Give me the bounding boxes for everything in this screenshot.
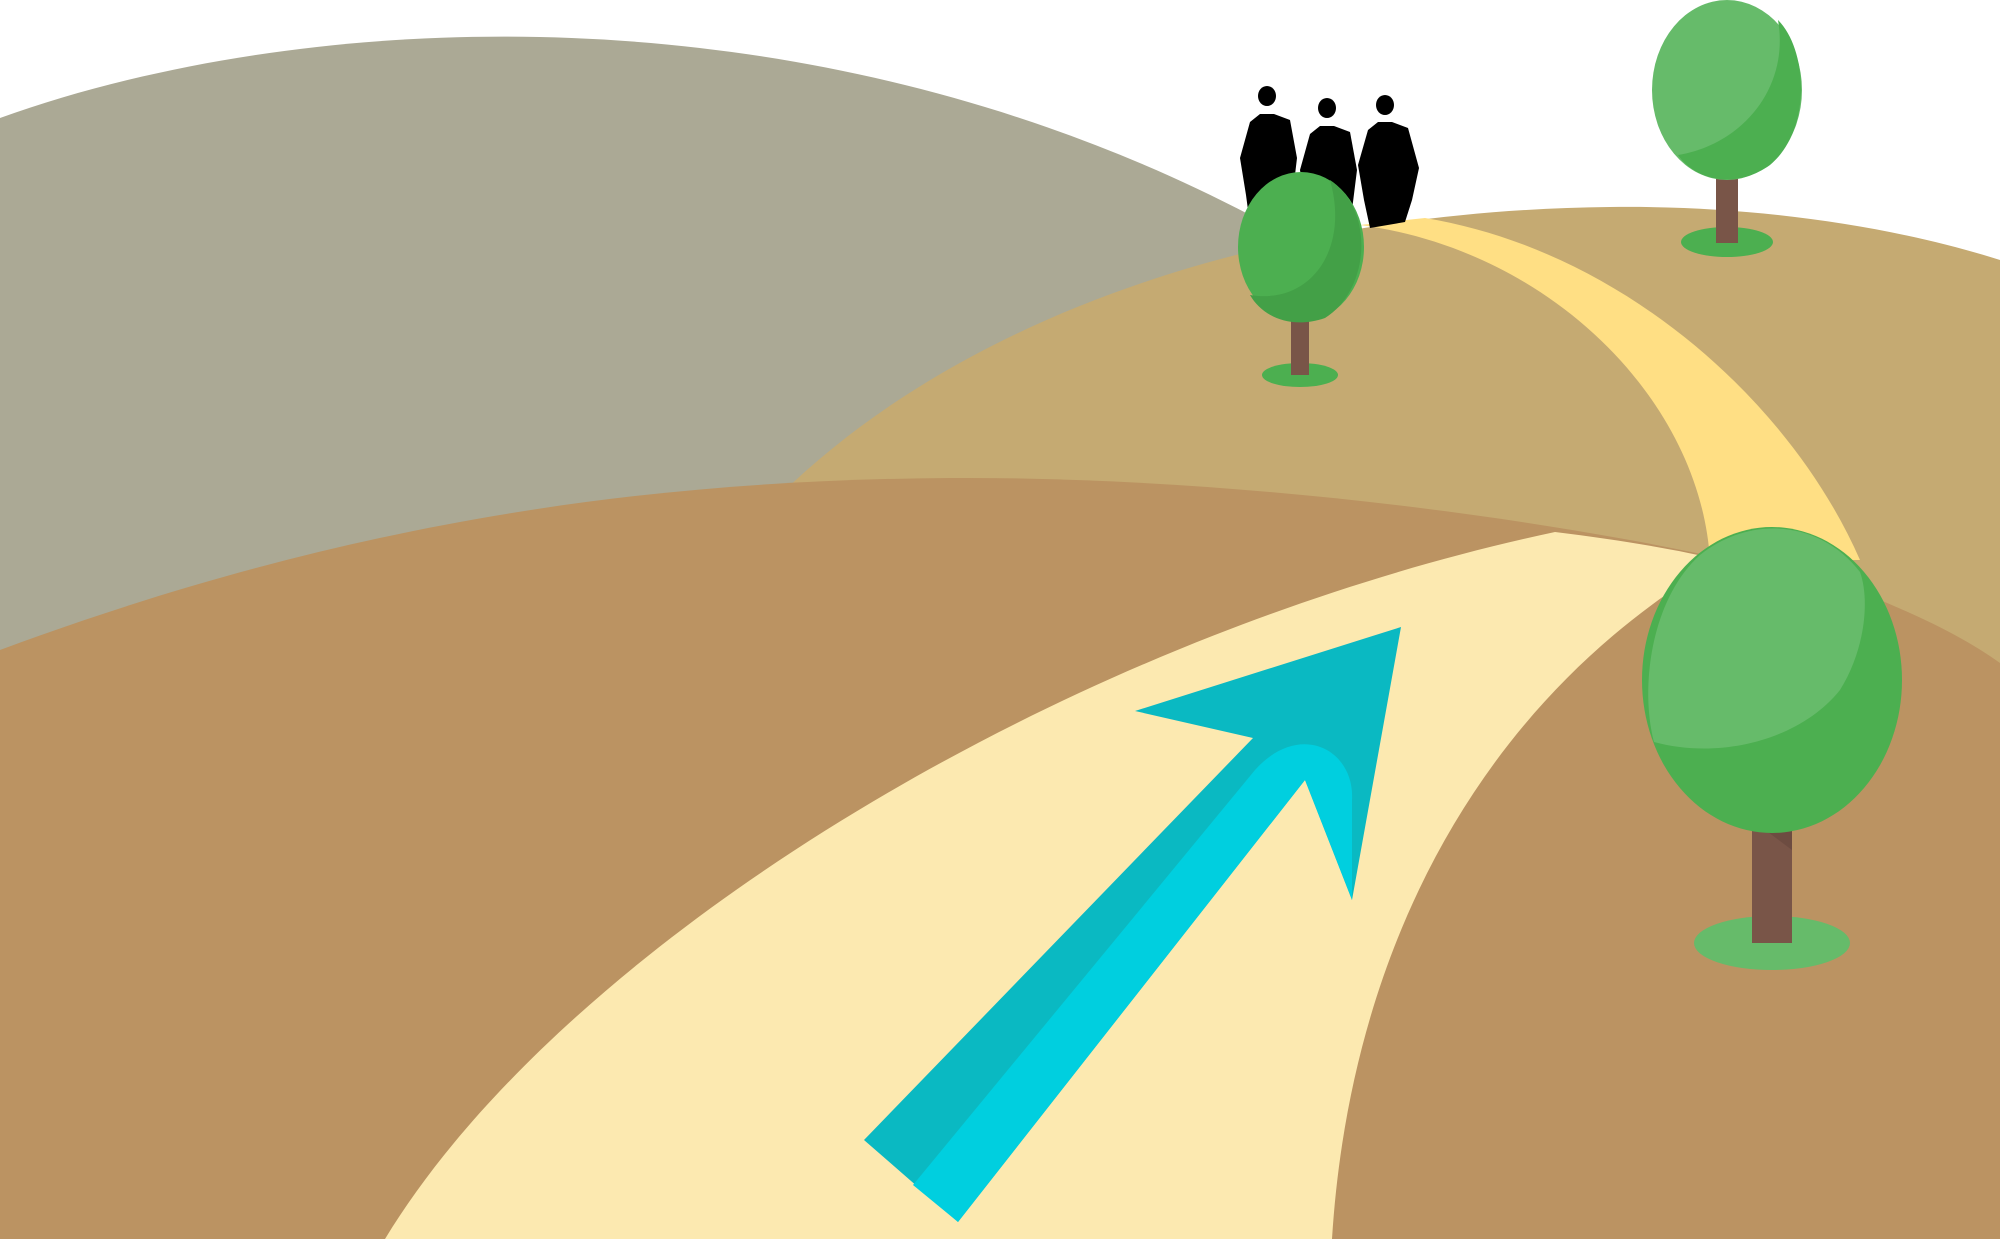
arrow-highlight	[913, 744, 1353, 1222]
tree-canopy-shade	[1678, 20, 1802, 180]
tree-canopy-shade	[1250, 180, 1362, 323]
far-path	[1360, 218, 1860, 560]
tree-trunk	[1291, 305, 1309, 375]
tree-icon	[1642, 527, 1902, 970]
tree-trunk	[1716, 165, 1738, 243]
tree-icon	[1238, 172, 1364, 387]
tree-canopy-highlight	[1648, 528, 1865, 749]
tree-icon	[1652, 0, 1802, 257]
person-silhouette-3	[1358, 95, 1419, 228]
